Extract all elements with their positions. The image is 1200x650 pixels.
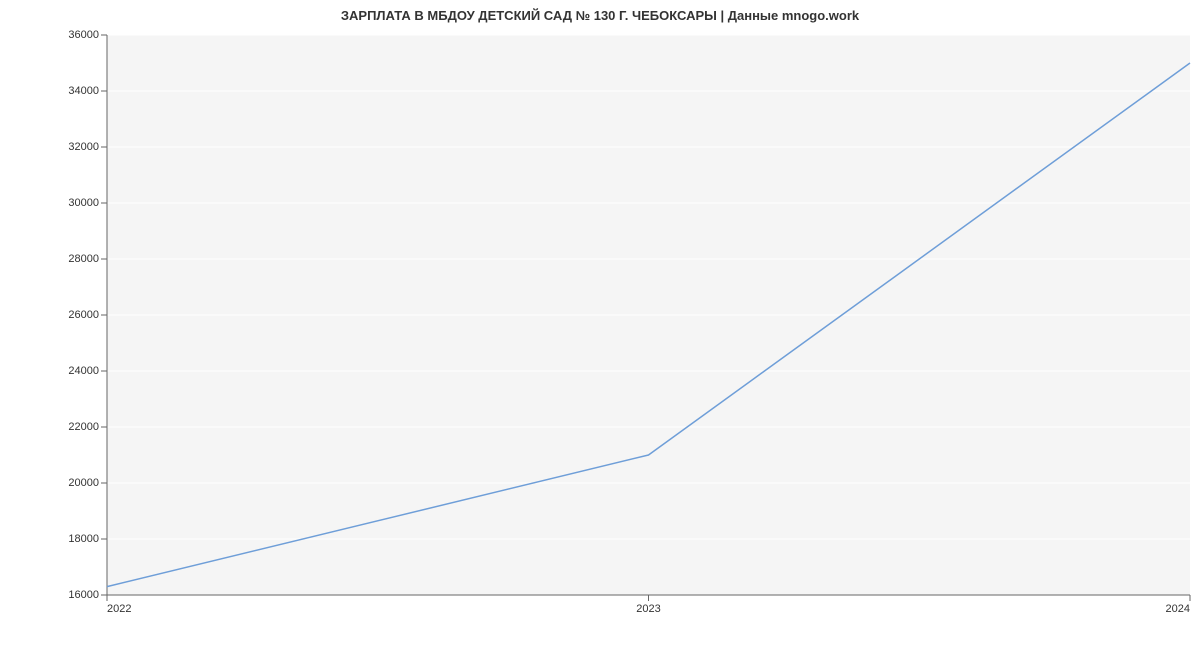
x-tick-label: 2023 xyxy=(636,603,660,615)
y-tick-label: 16000 xyxy=(0,589,99,601)
chart-title: ЗАРПЛАТА В МБДОУ ДЕТСКИЙ САД № 130 Г. ЧЕ… xyxy=(0,8,1200,23)
plot-area xyxy=(107,35,1190,595)
y-tick-label: 36000 xyxy=(0,29,99,41)
y-tick-label: 26000 xyxy=(0,309,99,321)
y-tick-label: 22000 xyxy=(0,421,99,433)
y-tick-label: 34000 xyxy=(0,85,99,97)
line-chart: ЗАРПЛАТА В МБДОУ ДЕТСКИЙ САД № 130 Г. ЧЕ… xyxy=(0,0,1200,650)
y-tick-label: 20000 xyxy=(0,477,99,489)
y-tick-label: 18000 xyxy=(0,533,99,545)
chart-svg xyxy=(107,35,1190,595)
x-tick-label: 2022 xyxy=(107,603,131,615)
y-tick-label: 28000 xyxy=(0,253,99,265)
y-tick-label: 32000 xyxy=(0,141,99,153)
y-tick-label: 24000 xyxy=(0,365,99,377)
y-tick-label: 30000 xyxy=(0,197,99,209)
x-tick-label: 2024 xyxy=(1166,603,1190,615)
